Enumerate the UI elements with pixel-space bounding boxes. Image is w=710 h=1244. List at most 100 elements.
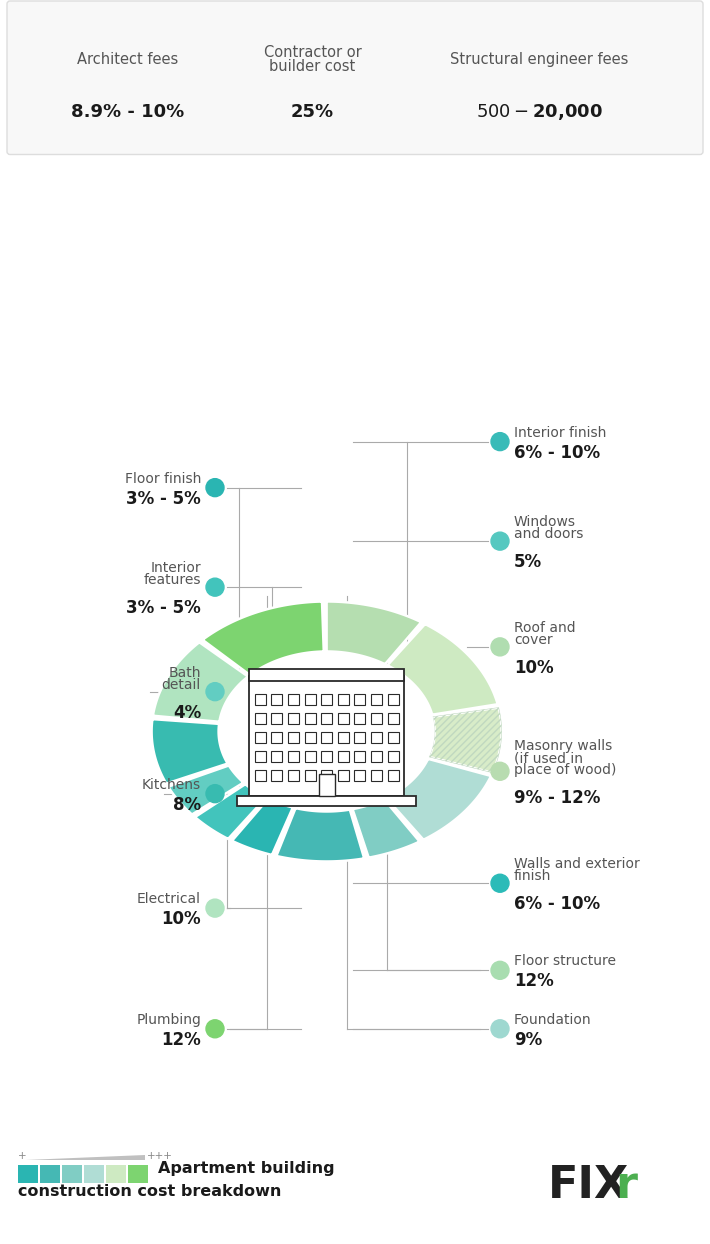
Text: 3% - 5%: 3% - 5% bbox=[126, 600, 201, 617]
Text: 6% - 10%: 6% - 10% bbox=[514, 896, 600, 913]
Text: Structural engineer fees: Structural engineer fees bbox=[450, 51, 629, 67]
Text: Plumbing: Plumbing bbox=[136, 1013, 201, 1026]
Bar bbox=[271, 751, 283, 761]
Text: FIX: FIX bbox=[548, 1164, 629, 1208]
Text: 4%: 4% bbox=[173, 704, 201, 722]
Polygon shape bbox=[353, 799, 420, 857]
Bar bbox=[305, 751, 315, 761]
Text: Walls and exterior: Walls and exterior bbox=[514, 857, 640, 871]
Text: place of wood): place of wood) bbox=[514, 764, 616, 778]
Text: 10%: 10% bbox=[161, 911, 201, 928]
Bar bbox=[371, 713, 382, 724]
Text: finish: finish bbox=[514, 870, 552, 883]
Text: builder cost: builder cost bbox=[269, 58, 356, 73]
Polygon shape bbox=[195, 784, 266, 838]
Text: Architect fees: Architect fees bbox=[77, 51, 178, 67]
Bar bbox=[321, 713, 332, 724]
Bar bbox=[255, 770, 266, 781]
Bar bbox=[338, 713, 349, 724]
Text: and doors: and doors bbox=[514, 527, 584, 541]
Text: Interior: Interior bbox=[151, 561, 201, 575]
Bar bbox=[321, 731, 332, 743]
Circle shape bbox=[206, 785, 224, 802]
Circle shape bbox=[206, 578, 224, 596]
Circle shape bbox=[206, 683, 224, 700]
Text: 9%: 9% bbox=[514, 1031, 542, 1049]
Bar bbox=[371, 770, 382, 781]
Bar bbox=[354, 751, 366, 761]
Text: construction cost breakdown: construction cost breakdown bbox=[18, 1184, 281, 1199]
Text: (if used in: (if used in bbox=[514, 751, 583, 765]
Text: cover: cover bbox=[514, 633, 552, 647]
Polygon shape bbox=[386, 759, 491, 840]
Bar bbox=[288, 731, 299, 743]
Bar bbox=[305, 713, 315, 724]
Text: 3% - 5%: 3% - 5% bbox=[126, 490, 201, 508]
Text: +++: +++ bbox=[147, 1151, 173, 1161]
Text: 6% - 10%: 6% - 10% bbox=[514, 444, 600, 462]
Bar bbox=[288, 694, 299, 705]
Bar bbox=[319, 775, 334, 796]
Polygon shape bbox=[429, 708, 501, 773]
Bar bbox=[237, 796, 416, 806]
Text: 5%: 5% bbox=[514, 554, 542, 571]
Circle shape bbox=[491, 433, 509, 450]
Bar bbox=[271, 731, 283, 743]
Bar bbox=[255, 694, 266, 705]
Bar bbox=[371, 694, 382, 705]
Bar bbox=[371, 751, 382, 761]
Bar bbox=[305, 731, 315, 743]
Bar bbox=[255, 713, 266, 724]
Text: Apartment building: Apartment building bbox=[158, 1161, 334, 1176]
Bar bbox=[62, 1164, 82, 1183]
Polygon shape bbox=[153, 642, 248, 722]
Polygon shape bbox=[168, 765, 244, 815]
Bar bbox=[388, 694, 398, 705]
Bar bbox=[249, 677, 404, 796]
Bar bbox=[371, 731, 382, 743]
Text: Masonry walls: Masonry walls bbox=[514, 739, 612, 754]
Bar bbox=[271, 770, 283, 781]
Text: +: + bbox=[18, 1151, 27, 1161]
Polygon shape bbox=[26, 1154, 145, 1159]
Bar bbox=[338, 770, 349, 781]
Bar bbox=[40, 1164, 60, 1183]
Bar bbox=[338, 751, 349, 761]
Bar bbox=[255, 731, 266, 743]
Bar bbox=[249, 669, 404, 682]
Text: Electrical: Electrical bbox=[137, 892, 201, 906]
Circle shape bbox=[491, 638, 509, 656]
Bar bbox=[354, 731, 366, 743]
Text: Contractor or: Contractor or bbox=[263, 45, 361, 60]
Bar bbox=[321, 694, 332, 705]
Bar bbox=[271, 694, 283, 705]
Text: r: r bbox=[615, 1164, 637, 1208]
Text: Windows: Windows bbox=[514, 515, 576, 529]
Polygon shape bbox=[388, 624, 498, 715]
Text: Floor structure: Floor structure bbox=[514, 954, 616, 968]
Bar bbox=[288, 751, 299, 761]
Bar bbox=[106, 1164, 126, 1183]
Polygon shape bbox=[152, 719, 228, 784]
Polygon shape bbox=[202, 602, 324, 675]
Polygon shape bbox=[276, 809, 364, 862]
Text: Foundation: Foundation bbox=[514, 1013, 591, 1026]
Circle shape bbox=[491, 763, 509, 780]
Text: detail: detail bbox=[162, 678, 201, 692]
Bar bbox=[354, 770, 366, 781]
Bar bbox=[255, 751, 266, 761]
Bar bbox=[18, 1164, 38, 1183]
Circle shape bbox=[491, 1020, 509, 1037]
Bar bbox=[388, 770, 398, 781]
Circle shape bbox=[491, 875, 509, 892]
Bar bbox=[321, 751, 332, 761]
Circle shape bbox=[206, 1020, 224, 1037]
Bar bbox=[388, 731, 398, 743]
Bar bbox=[338, 731, 349, 743]
Circle shape bbox=[206, 899, 224, 917]
Bar bbox=[288, 770, 299, 781]
Text: 10%: 10% bbox=[514, 659, 554, 677]
Ellipse shape bbox=[219, 652, 435, 811]
Circle shape bbox=[206, 479, 224, 496]
Bar bbox=[305, 770, 315, 781]
